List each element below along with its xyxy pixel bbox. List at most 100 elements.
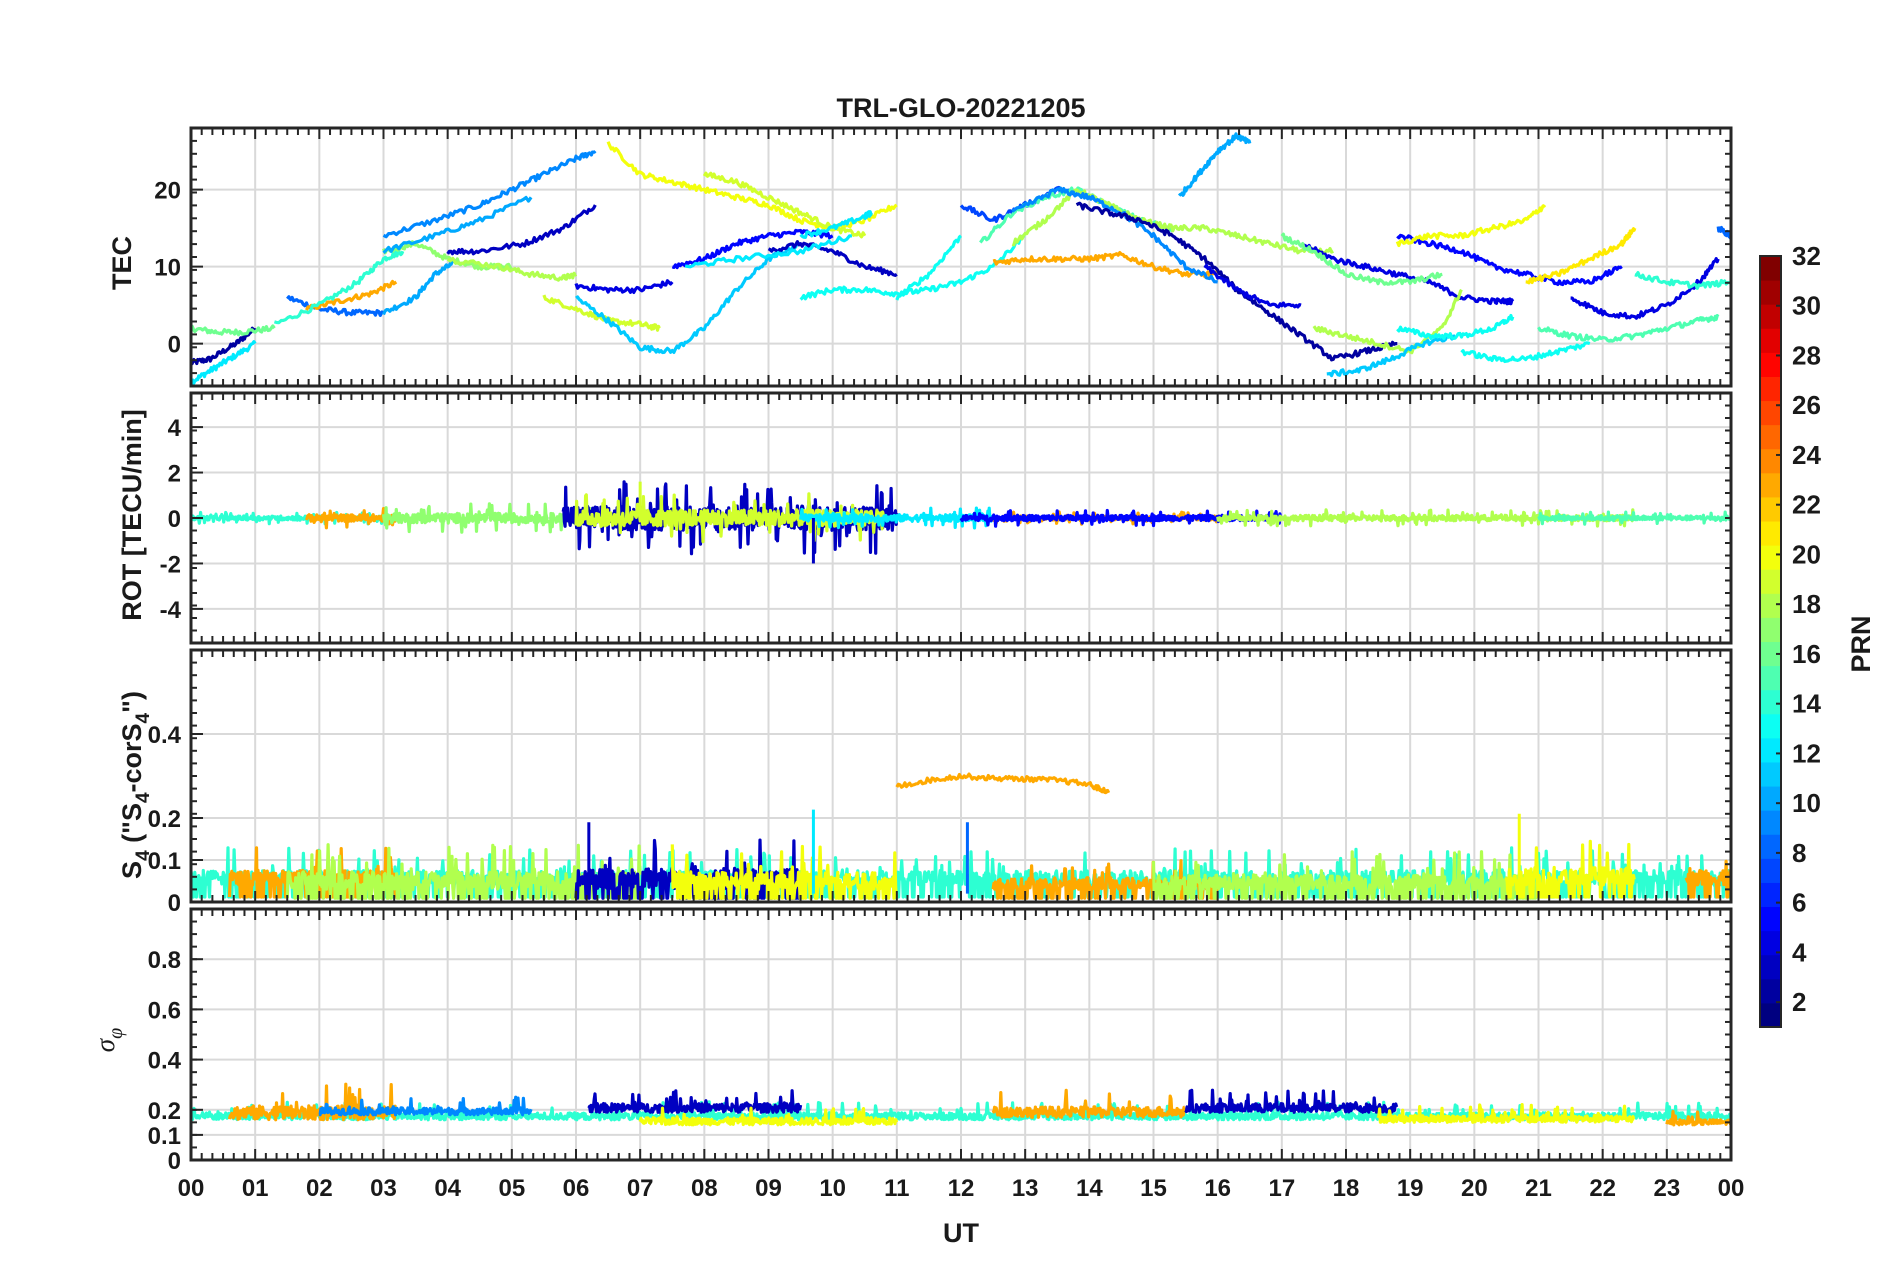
rot-ytick-label: -2: [160, 551, 181, 578]
colorbar-cell: [1760, 1002, 1781, 1028]
sigma-ytick-label: 0: [168, 1148, 181, 1175]
x-tick-label: 00: [1718, 1175, 1745, 1202]
colorbar-cell: [1760, 665, 1781, 691]
colorbar-cell: [1760, 280, 1781, 305]
colorbar-tick-label: 16: [1792, 639, 1821, 669]
colorbar-cell: [1760, 954, 1781, 980]
s4-ylabel-main: S: [117, 861, 147, 879]
s4-series-prn-20: [1504, 839, 1636, 899]
tec-series-prn-20: [1395, 204, 1547, 248]
colorbar-cell: [1760, 304, 1781, 329]
colorbar-cell: [1760, 448, 1781, 474]
tec-series-prn-18: [1011, 188, 1334, 256]
x-tick-label: 22: [1589, 1175, 1616, 1202]
x-axis-label: UT: [943, 1218, 979, 1248]
tec-series-prn-20: [606, 141, 898, 232]
sigma-series-prn-9: [318, 1095, 533, 1117]
sigma-series-prn-20: [638, 1106, 899, 1127]
colorbar-cell: [1760, 521, 1781, 546]
s4-series-prn-18: [285, 843, 642, 900]
s4-ylabel: S4 ("S4-corS4"): [117, 691, 154, 879]
tec-panel: 0 10 20: [154, 126, 1733, 388]
s4-ylabel-sub: 4: [133, 850, 154, 861]
tec-series-prn-13: [1396, 313, 1515, 341]
colorbar-tick-label: 8: [1792, 838, 1806, 868]
s4-panel: 0 0.1 0.2 0.4: [148, 648, 1733, 917]
colorbar-cell: [1760, 713, 1781, 739]
s4-ytick-label: 0.1: [148, 848, 181, 875]
s4-series-prn-18: [1151, 850, 1540, 900]
tec-series-prn-10: [1177, 132, 1252, 197]
colorbar-cell: [1760, 472, 1781, 498]
colorbar-frame: [1759, 255, 1782, 1028]
tec-series-prn-14: [273, 250, 405, 325]
rot-ytick-label: -4: [160, 597, 182, 624]
x-tick-label: 17: [1268, 1175, 1295, 1202]
sigma-panel: 00.10.2 0.4 0.6 0.8: [148, 907, 1733, 1175]
sigma-ytick-label: 0.1: [148, 1123, 181, 1150]
colorbar-tick-label: 2: [1792, 987, 1806, 1017]
tec-series-prn-10: [382, 195, 533, 254]
colorbar-cell: [1760, 786, 1781, 811]
rot-ytick-label: 2: [168, 461, 181, 488]
chart-title: TRL-GLO-20221205: [836, 93, 1085, 123]
colorbar-cell: [1760, 400, 1781, 426]
colorbar-cell: [1760, 761, 1781, 787]
tec-ytick-label: 20: [154, 178, 181, 205]
x-tick-label: 06: [563, 1175, 590, 1202]
sigma-ytick-label: 0.2: [148, 1098, 181, 1125]
sigma-series-prn-23: [991, 1088, 1186, 1119]
sigma-ylabel: σφ: [90, 1028, 127, 1052]
colorbar-tick-label: 18: [1792, 589, 1821, 619]
rot-frame: [189, 391, 1733, 645]
tec-series-prn-16: [191, 324, 276, 337]
tec-series-prn-15: [1537, 314, 1720, 343]
tec-series-prn-18: [446, 256, 578, 282]
colorbar-tick-label: 14: [1792, 689, 1821, 719]
colorbar-tick-label: 22: [1792, 490, 1821, 520]
s4-series-prn-23: [1684, 859, 1731, 899]
tec-series: [191, 132, 1731, 386]
tec-series-prn-13: [895, 234, 962, 301]
colorbar-tick-label: 12: [1792, 738, 1821, 768]
tec-series-prn-9: [382, 150, 597, 239]
tec-frame: [189, 126, 1733, 388]
colorbar-cell: [1760, 689, 1781, 715]
x-tick-label: 12: [948, 1175, 975, 1202]
tec-series-prn-13: [1460, 341, 1591, 364]
tec-series-prn-12: [191, 340, 257, 386]
sigma-series-prn-3: [587, 1089, 803, 1114]
colorbar-cell: [1760, 376, 1781, 402]
x-tick-labels: 00 01 02 03 04 05 06 07 08 09 10 11 12 13 14 15 16 17 18 19…: [178, 1175, 1745, 1202]
tec-series-prn-4: [1300, 242, 1515, 306]
tec-series-prn-23: [992, 251, 1220, 279]
colorbar-cell: [1760, 569, 1781, 594]
colorbar-cell: [1760, 906, 1781, 932]
s4-ylabel-rest2: -corS: [117, 723, 147, 792]
tec-series-prn-11: [1326, 334, 1456, 378]
rot-series-prn-15: [1537, 510, 1731, 526]
x-tick-label: 18: [1333, 1175, 1360, 1202]
x-tick-label: 19: [1397, 1175, 1424, 1202]
colorbar-tick-label: 6: [1792, 888, 1806, 918]
rot-panel: -4 -2 0 2 4: [160, 391, 1733, 645]
rot-series-prn-23: [304, 507, 398, 530]
sigma-ylabel-sub: φ: [105, 1028, 127, 1039]
tec-series-prn-18: [1312, 288, 1463, 355]
tec-ylabel: TEC: [107, 236, 137, 290]
colorbar-cell: [1760, 834, 1781, 859]
rot-ytick-label: 0: [168, 506, 181, 533]
tec-series-prn-5: [1396, 233, 1623, 287]
sigma-ytick-label: 0.6: [148, 997, 181, 1024]
colorbar-tick-label: 4: [1792, 937, 1807, 967]
s4-ylabel-sub3: 4: [133, 712, 154, 723]
x-tick-label: 00: [178, 1175, 205, 1202]
colorbar-tick-label: 24: [1792, 440, 1821, 470]
x-tick-label: 21: [1525, 1175, 1552, 1202]
x-tick-label: 15: [1140, 1175, 1167, 1202]
s4-ytick-label: 0.4: [148, 722, 182, 749]
colorbar-tick-label: 20: [1792, 539, 1821, 569]
colorbar-cell: [1760, 641, 1781, 667]
x-tick-label: 16: [1204, 1175, 1231, 1202]
